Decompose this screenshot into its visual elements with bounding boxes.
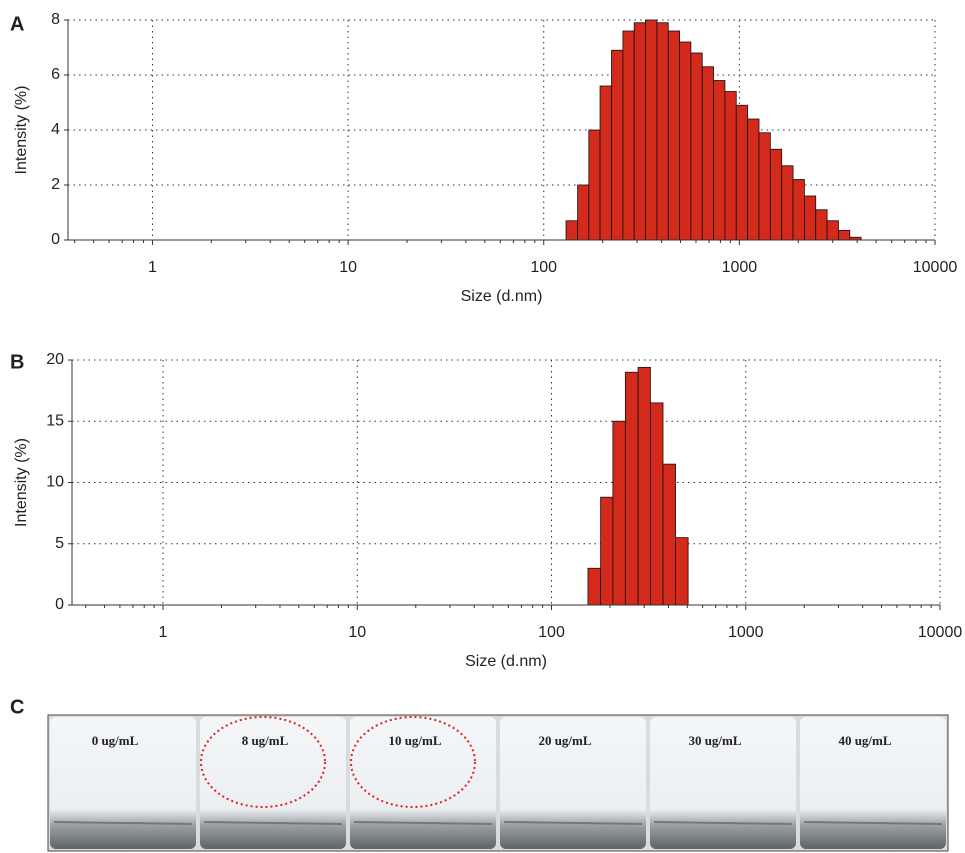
vial [350, 717, 496, 849]
bar [758, 132, 771, 241]
x-tick-label: 10000 [918, 624, 963, 641]
y-tick-label: 4 [51, 121, 60, 138]
bar [624, 371, 639, 606]
panel-label: B [10, 351, 24, 373]
bar [611, 49, 624, 241]
bar [826, 220, 839, 241]
x-tick-label: 1 [159, 624, 168, 641]
bar [633, 22, 646, 241]
bar [713, 80, 726, 241]
y-tick-label: 15 [46, 412, 64, 429]
vial [200, 717, 346, 849]
x-tick-label: 1000 [722, 259, 758, 276]
bar [622, 30, 635, 241]
x-axis-title: Size (d.nm) [461, 288, 543, 305]
x-tick-label: 10 [339, 259, 357, 276]
vial [800, 717, 946, 849]
bar [565, 220, 579, 241]
y-tick-label: 20 [46, 351, 64, 368]
y-tick-label: 2 [51, 176, 60, 193]
vial-rim [53, 821, 193, 825]
y-tick-label: 0 [51, 231, 60, 248]
bar [662, 463, 676, 606]
x-tick-label: 1 [148, 259, 157, 276]
bar [600, 496, 614, 606]
y-axis-title: Intensity (%) [13, 86, 30, 175]
vial [650, 717, 796, 849]
bar [667, 30, 681, 241]
bar [577, 184, 590, 241]
x-tick-label: 1000 [728, 624, 764, 641]
x-tick-label: 10000 [913, 259, 958, 276]
y-tick-label: 8 [51, 11, 60, 28]
bar [650, 402, 664, 606]
bar [588, 129, 601, 241]
highlight-circle [200, 716, 326, 808]
bar [690, 52, 703, 241]
bar [735, 104, 749, 241]
bar [747, 118, 760, 241]
bar [645, 19, 658, 241]
bar [701, 66, 714, 241]
y-tick-label: 0 [55, 596, 64, 613]
vial-label: 0 ug/mL [92, 733, 139, 748]
vial [50, 717, 196, 849]
bar [792, 179, 805, 241]
x-tick-label: 10 [348, 624, 366, 641]
bar [724, 91, 737, 241]
panel-label: C [10, 696, 24, 718]
bar [675, 537, 689, 606]
y-tick-label: 10 [46, 474, 64, 491]
bar [612, 420, 626, 606]
vial-rim [203, 821, 343, 825]
vial-label: 40 ug/mL [838, 733, 891, 748]
bar [637, 366, 651, 606]
bar [804, 195, 817, 241]
vial-rim [503, 821, 643, 825]
x-tick-label: 100 [530, 259, 557, 276]
bar [838, 229, 851, 241]
vial-label: 20 ug/mL [538, 733, 591, 748]
y-tick-label: 5 [55, 535, 64, 552]
y-axis-title: Intensity (%) [13, 438, 30, 527]
vial-rim [653, 821, 793, 825]
vial-rim [353, 821, 493, 825]
vial [500, 717, 646, 849]
bar [769, 148, 783, 241]
bar [656, 22, 669, 241]
bar [815, 209, 828, 241]
vial-label: 10 ug/mL [388, 733, 441, 748]
vial-label: 30 ug/mL [688, 733, 741, 748]
x-axis-title: Size (d.nm) [465, 653, 547, 670]
vial-label: 8 ug/mL [242, 733, 289, 748]
photo-frame [47, 714, 949, 852]
vial-rim [803, 821, 943, 825]
bar [679, 41, 692, 241]
x-tick-label: 100 [538, 624, 565, 641]
bar [599, 85, 612, 241]
y-tick-label: 6 [51, 66, 60, 83]
highlight-circle [350, 716, 476, 808]
bar [587, 567, 602, 606]
panel-label: A [10, 13, 24, 35]
bar [781, 165, 794, 241]
